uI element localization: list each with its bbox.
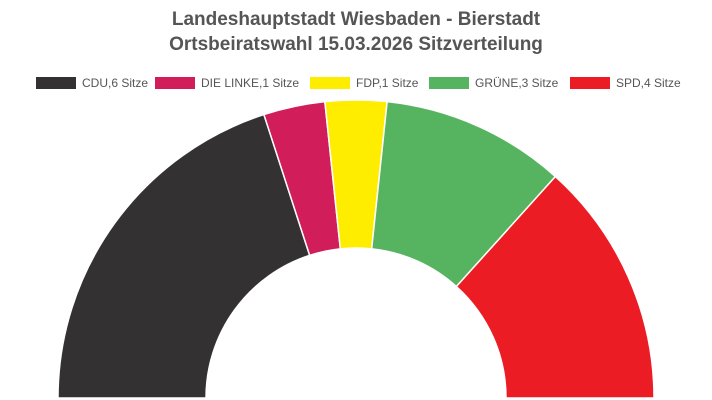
chart-title: Landeshauptstadt Wiesbaden - Bierstadt: [171, 9, 541, 30]
legend: CDU,6 Sitze DIE LINKE,1 Sitze FDP,1 Sitz…: [0, 74, 712, 92]
chart-subtitle: Ortsbeiratswahl 15.03.2026 Sitzverteilun…: [169, 34, 543, 55]
slice-cdu[interactable]: [57, 113, 311, 399]
legend-item-cdu[interactable]: CDU,6 Sitze: [36, 74, 148, 92]
legend-swatch-fdp: [310, 77, 350, 89]
legend-label-cdu: CDU,6 Sitze: [82, 76, 149, 90]
legend-item-spd[interactable]: SPD,4 Sitze: [570, 74, 681, 92]
legend-label-fdp: FDP,1 Sitze: [356, 76, 419, 90]
slice-spd[interactable]: [455, 175, 655, 399]
legend-item-die-linke[interactable]: DIE LINKE,1 Sitze: [155, 74, 299, 92]
legend-label-die-linke: DIE LINKE,1 Sitze: [201, 76, 300, 90]
legend-label-spd: SPD,4 Sitze: [616, 76, 681, 90]
legend-label-gruene: GRÜNE,3 Sitze: [475, 76, 559, 90]
legend-swatch-spd: [570, 77, 610, 89]
legend-item-fdp[interactable]: FDP,1 Sitze: [310, 74, 418, 92]
legend-swatch-die-linke: [155, 77, 195, 89]
legend-swatch-gruene: [429, 77, 469, 89]
legend-swatch-cdu: [36, 77, 76, 89]
legend-item-gruene[interactable]: GRÜNE,3 Sitze: [429, 74, 558, 92]
